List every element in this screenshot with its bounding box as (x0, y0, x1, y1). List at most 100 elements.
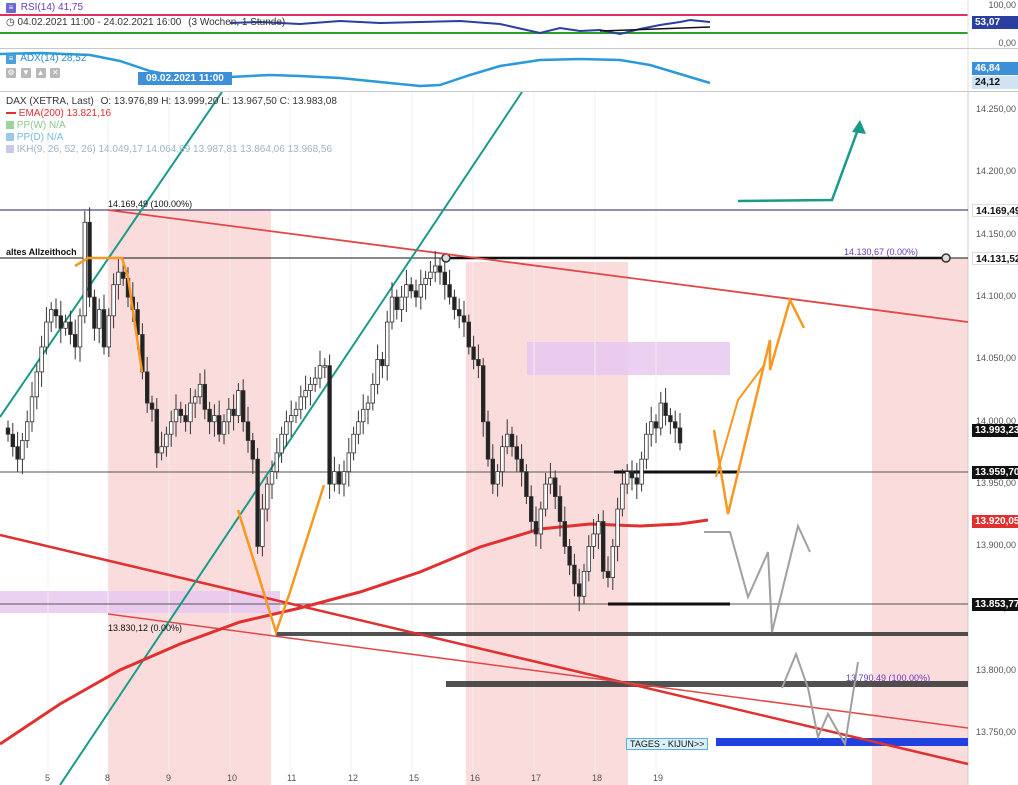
candle-body (240, 390, 246, 423)
candle-body (207, 408, 212, 423)
price-tag: 14.131,52 (972, 251, 1018, 265)
candle-body (428, 271, 433, 279)
price-tag: 13.959,70 (972, 466, 1018, 479)
candle-body (236, 390, 241, 416)
rsi-trendline (599, 26, 711, 32)
rsi-settings-icon[interactable]: ≡ (6, 3, 16, 13)
support-line-thick (0, 533, 969, 766)
candle-body (168, 421, 174, 435)
candle-body (456, 309, 462, 317)
annotation-low: 13.830,12 (0.00%) (108, 623, 183, 633)
candle-body (529, 496, 534, 522)
candle-body (466, 321, 471, 348)
candle-body (293, 408, 299, 416)
settings-icon[interactable]: ⚙ (6, 68, 16, 78)
support-line-thin (107, 613, 969, 729)
instrument-name: DAX (XETRA, Last) (6, 96, 94, 107)
candle-body (5, 427, 11, 435)
candle-body (231, 408, 236, 416)
candles (5, 207, 683, 612)
candle-body (389, 296, 395, 323)
candle-body (322, 365, 327, 368)
candle-body (97, 309, 102, 329)
legend-ema-label: EMA(200) (18, 108, 64, 119)
candle-body (269, 471, 275, 485)
time-axis-label: 8 (105, 773, 111, 783)
candle-body (543, 483, 548, 510)
candle-body (264, 483, 270, 510)
price-axis-label: 14.200,00 (975, 166, 1016, 177)
candle-body (557, 496, 563, 522)
candle-body (216, 415, 222, 435)
candle-body (197, 383, 203, 398)
candle-body (116, 271, 121, 286)
time-axis-label: 17 (531, 773, 542, 783)
candle-body (668, 415, 673, 423)
candle-body (490, 458, 495, 485)
candle-body (625, 471, 630, 485)
candle-body (480, 365, 486, 423)
clock-icon: ◷ (6, 17, 15, 28)
candle-body (572, 564, 577, 585)
candle-body (121, 271, 126, 279)
close-icon[interactable]: ✕ (50, 68, 61, 78)
move-down-icon[interactable]: ▼ (20, 68, 31, 78)
candle-body (356, 421, 361, 435)
candle-body (476, 359, 481, 367)
candle-body (346, 452, 351, 473)
candle-body (567, 546, 572, 566)
rsi-axis-bottom: 0,00 (998, 38, 1016, 48)
candle-body (308, 383, 313, 391)
rsi-period-text: 04.02.2021 11:00 - 24.02.2021 16:00 (17, 17, 182, 28)
uptrend-line-2 (59, 92, 523, 785)
time-axis-label: 5 (45, 773, 51, 783)
adx-settings-icon[interactable]: ≡ (6, 54, 16, 64)
candle-body (538, 508, 543, 535)
candle-body (562, 521, 567, 547)
adx-value: 28,52 (61, 53, 87, 64)
adx-chart (0, 49, 969, 91)
candle-body (404, 284, 409, 298)
legend-ikh-label: IKH(9, 26, 52, 26) (16, 144, 96, 155)
candle-body (620, 483, 625, 510)
move-up-icon[interactable]: ▲ (35, 68, 46, 78)
annotation-right-low: 13.790,49 (100.00%) (846, 673, 931, 683)
rsi-period: ◷ 04.02.2021 11:00 - 24.02.2021 16:00 (3… (6, 17, 285, 28)
candle-body (178, 408, 183, 416)
candle-body (274, 452, 279, 473)
candle-body (524, 471, 529, 497)
candle-body (44, 321, 49, 348)
price-axis-label: 14.250,00 (975, 104, 1016, 115)
price-tag: 13.993,23 (972, 424, 1018, 438)
kijun-label: TAGES - KIJUN>> (626, 738, 709, 750)
price-axis-label: 13.800,00 (975, 665, 1016, 676)
candle-body (73, 334, 78, 348)
annotation-high: 14.169,49 (100.00%) (108, 199, 193, 209)
candle-body (15, 446, 20, 460)
rsi-header: ≡ RSI(14) 41,75 (6, 2, 83, 13)
rsi-chart (0, 0, 969, 48)
legend-ppw-value: N/A (49, 120, 66, 131)
grey-path-2 (781, 651, 859, 747)
cloud-box-1 (527, 342, 730, 375)
candle-body (255, 458, 260, 547)
rsi-value: 41,75 (58, 2, 84, 13)
candle-body (519, 458, 524, 473)
orange-path-2 (236, 484, 326, 636)
main-pane: DAX (XETRA, Last) O: 13.976,89 H: 13.999… (0, 92, 1018, 785)
candle-body (370, 383, 375, 404)
uptrend-line-1 (0, 92, 223, 418)
shade-region-1 (108, 209, 271, 785)
legend-ppd-value: N/A (46, 132, 64, 143)
resistance-line (107, 209, 969, 323)
candle-body (452, 296, 457, 310)
rsi-range-text: (3 Wochen, 1 Stunde) (188, 17, 286, 28)
candle-body (384, 321, 390, 367)
candle-body (634, 477, 639, 485)
candle-body (365, 402, 371, 410)
candle-body (504, 433, 510, 448)
ohlc-values: O: 13.976,89 H: 13.999,20 L: 13.967,50 C… (100, 96, 337, 107)
time-axis-label: 18 (592, 773, 603, 783)
candle-body (423, 278, 428, 286)
candle-body (500, 446, 505, 473)
